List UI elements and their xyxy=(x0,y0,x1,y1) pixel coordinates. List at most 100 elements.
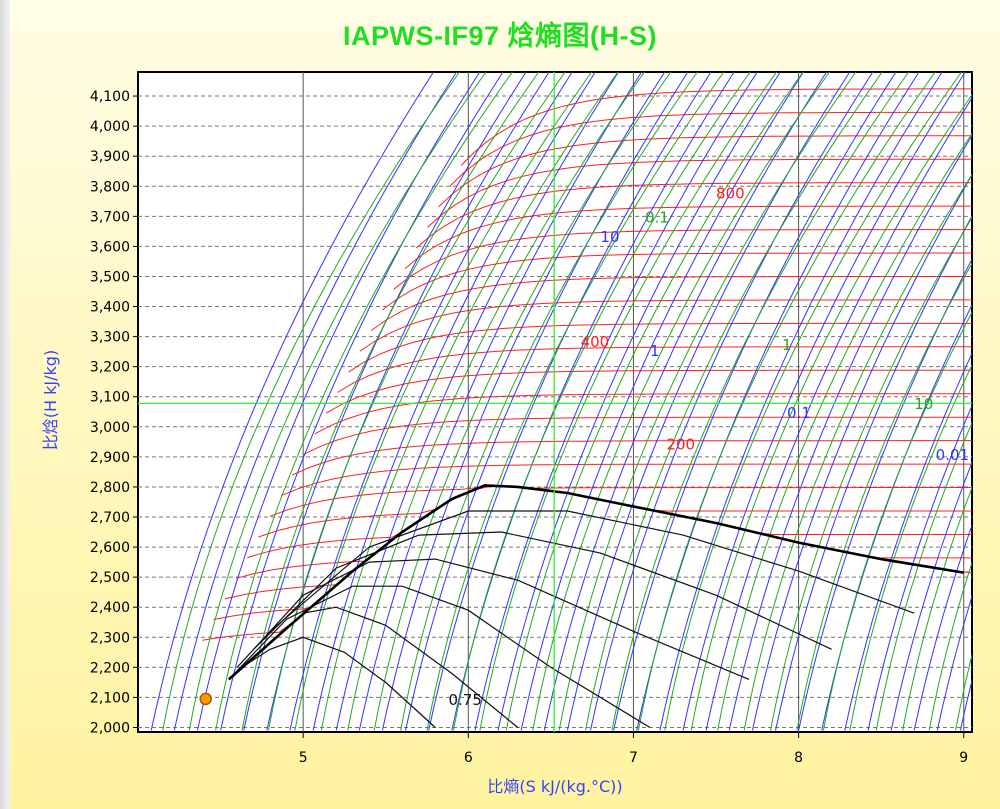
y-tick-label: 2,300 xyxy=(90,630,130,646)
isobar-line xyxy=(751,173,972,731)
isobar-line xyxy=(590,72,874,731)
isotherm-line xyxy=(280,463,972,497)
y-tick-label: 3,900 xyxy=(90,149,130,165)
isobar-line xyxy=(867,404,972,731)
isochore-line xyxy=(505,72,804,731)
curve-label: 0.1 xyxy=(787,404,811,422)
isobar-line xyxy=(474,72,758,731)
isotherm-line xyxy=(393,229,972,290)
y-tick-label: 2,200 xyxy=(90,660,130,676)
isobar-line xyxy=(543,72,828,731)
isochore-line xyxy=(875,421,972,731)
isobar-line xyxy=(890,461,972,731)
quality-line xyxy=(228,585,651,729)
curve-label: 1 xyxy=(650,342,660,360)
x-tick-labels: 5 6 7 8 9 xyxy=(299,750,969,766)
isotherm-line xyxy=(404,205,972,270)
y-tick-label: 3,100 xyxy=(90,390,130,406)
y-axis-label: 比焓(H kJ/kg) xyxy=(41,350,60,450)
y-tick-label: 3,600 xyxy=(90,239,130,255)
isobar-line xyxy=(243,72,527,731)
isobar-line xyxy=(775,214,972,731)
isochore-line xyxy=(400,72,698,731)
curve-label: 200 xyxy=(666,435,695,453)
y-tick-label: 3,000 xyxy=(90,420,130,436)
overlay-layer: 800 0.1 10 400 1 1 0.1 10 200 0.01 0.75 xyxy=(138,72,972,732)
isochore-line xyxy=(558,72,857,731)
isobar-line xyxy=(844,352,972,731)
isochore-line xyxy=(822,311,972,731)
isotherm-line xyxy=(314,393,972,435)
isochore-line xyxy=(426,72,725,731)
isochore-line xyxy=(849,363,972,731)
isobar-line xyxy=(984,54,1000,731)
isobar-line xyxy=(289,72,573,731)
isochore-line xyxy=(796,262,972,731)
curve-label: 0.75 xyxy=(448,691,481,709)
curve-label: 0.01 xyxy=(936,446,969,464)
isochore-line xyxy=(664,72,963,731)
isochore-line xyxy=(717,132,972,731)
isochore-line xyxy=(215,72,513,731)
x-axis-label: 比熵(S kJ/(kg.°C)) xyxy=(487,777,622,796)
curve-label: 10 xyxy=(600,228,619,246)
isochore-line xyxy=(241,72,540,731)
y-tick-label: 2,900 xyxy=(90,450,130,466)
isotherm-line xyxy=(427,158,972,228)
isotherm-line xyxy=(449,111,972,187)
isotherm-line xyxy=(359,299,972,352)
y-tick-labels: 2,000 2,100 2,200 2,300 2,400 2,500 2,600 2,700… xyxy=(90,89,130,736)
isobar-line xyxy=(173,72,458,731)
isotherm-line xyxy=(325,369,972,414)
isochore-line xyxy=(188,72,487,731)
x-tick-label: 5 xyxy=(299,750,308,766)
isochore-line xyxy=(532,72,831,731)
quality-line xyxy=(253,531,832,650)
isotherm-line xyxy=(269,485,972,517)
y-tick-label: 3,200 xyxy=(90,360,130,376)
saturation-line xyxy=(227,484,964,681)
curve-label: 10 xyxy=(914,395,933,413)
y-tick-label: 2,700 xyxy=(90,510,130,526)
isotherm-line xyxy=(415,182,972,249)
isochore-line xyxy=(637,72,936,731)
isobar-line xyxy=(312,72,596,731)
isochore-line xyxy=(347,72,646,731)
isobar-line xyxy=(150,72,435,731)
y-tick-label: 3,500 xyxy=(90,269,130,285)
isochore-line xyxy=(611,72,910,731)
isochore-line xyxy=(479,72,778,731)
x-tick-label: 9 xyxy=(959,750,968,766)
isochore-line xyxy=(902,486,972,731)
isochore-line xyxy=(162,72,461,731)
y-tick-label: 2,800 xyxy=(90,480,130,496)
isochore-line xyxy=(294,72,593,731)
y-tick-label: 2,400 xyxy=(90,600,130,616)
isobar-line xyxy=(682,72,966,731)
isobar-line xyxy=(705,96,972,731)
quality-line xyxy=(236,636,436,728)
window-edge xyxy=(0,0,10,809)
state-point-marker xyxy=(199,692,212,706)
y-tick-label: 3,800 xyxy=(90,179,130,195)
isotherm-line xyxy=(337,346,972,393)
isotherm-line xyxy=(460,88,972,166)
isochore-line xyxy=(743,173,972,731)
isobar-line xyxy=(428,72,712,731)
y-tick-label: 2,500 xyxy=(90,570,130,586)
chart-title: IAPWS-IF97 焓熵图(H-S) xyxy=(342,21,657,51)
quality-line xyxy=(269,510,915,632)
y-tick-label: 4,000 xyxy=(90,119,130,135)
isobar-line xyxy=(728,134,972,731)
curve-label: 1 xyxy=(782,336,792,354)
isobar-line xyxy=(405,72,689,731)
isochore-line xyxy=(982,54,1000,731)
y-tick-label: 3,700 xyxy=(90,209,130,225)
isobar-line xyxy=(358,72,643,731)
curve-label: 0.1 xyxy=(645,208,669,226)
y-tick-label: 2,000 xyxy=(90,720,130,736)
y-tick-label: 3,400 xyxy=(90,300,130,316)
x-tick-label: 8 xyxy=(794,750,803,766)
isotherm-line xyxy=(382,252,972,311)
